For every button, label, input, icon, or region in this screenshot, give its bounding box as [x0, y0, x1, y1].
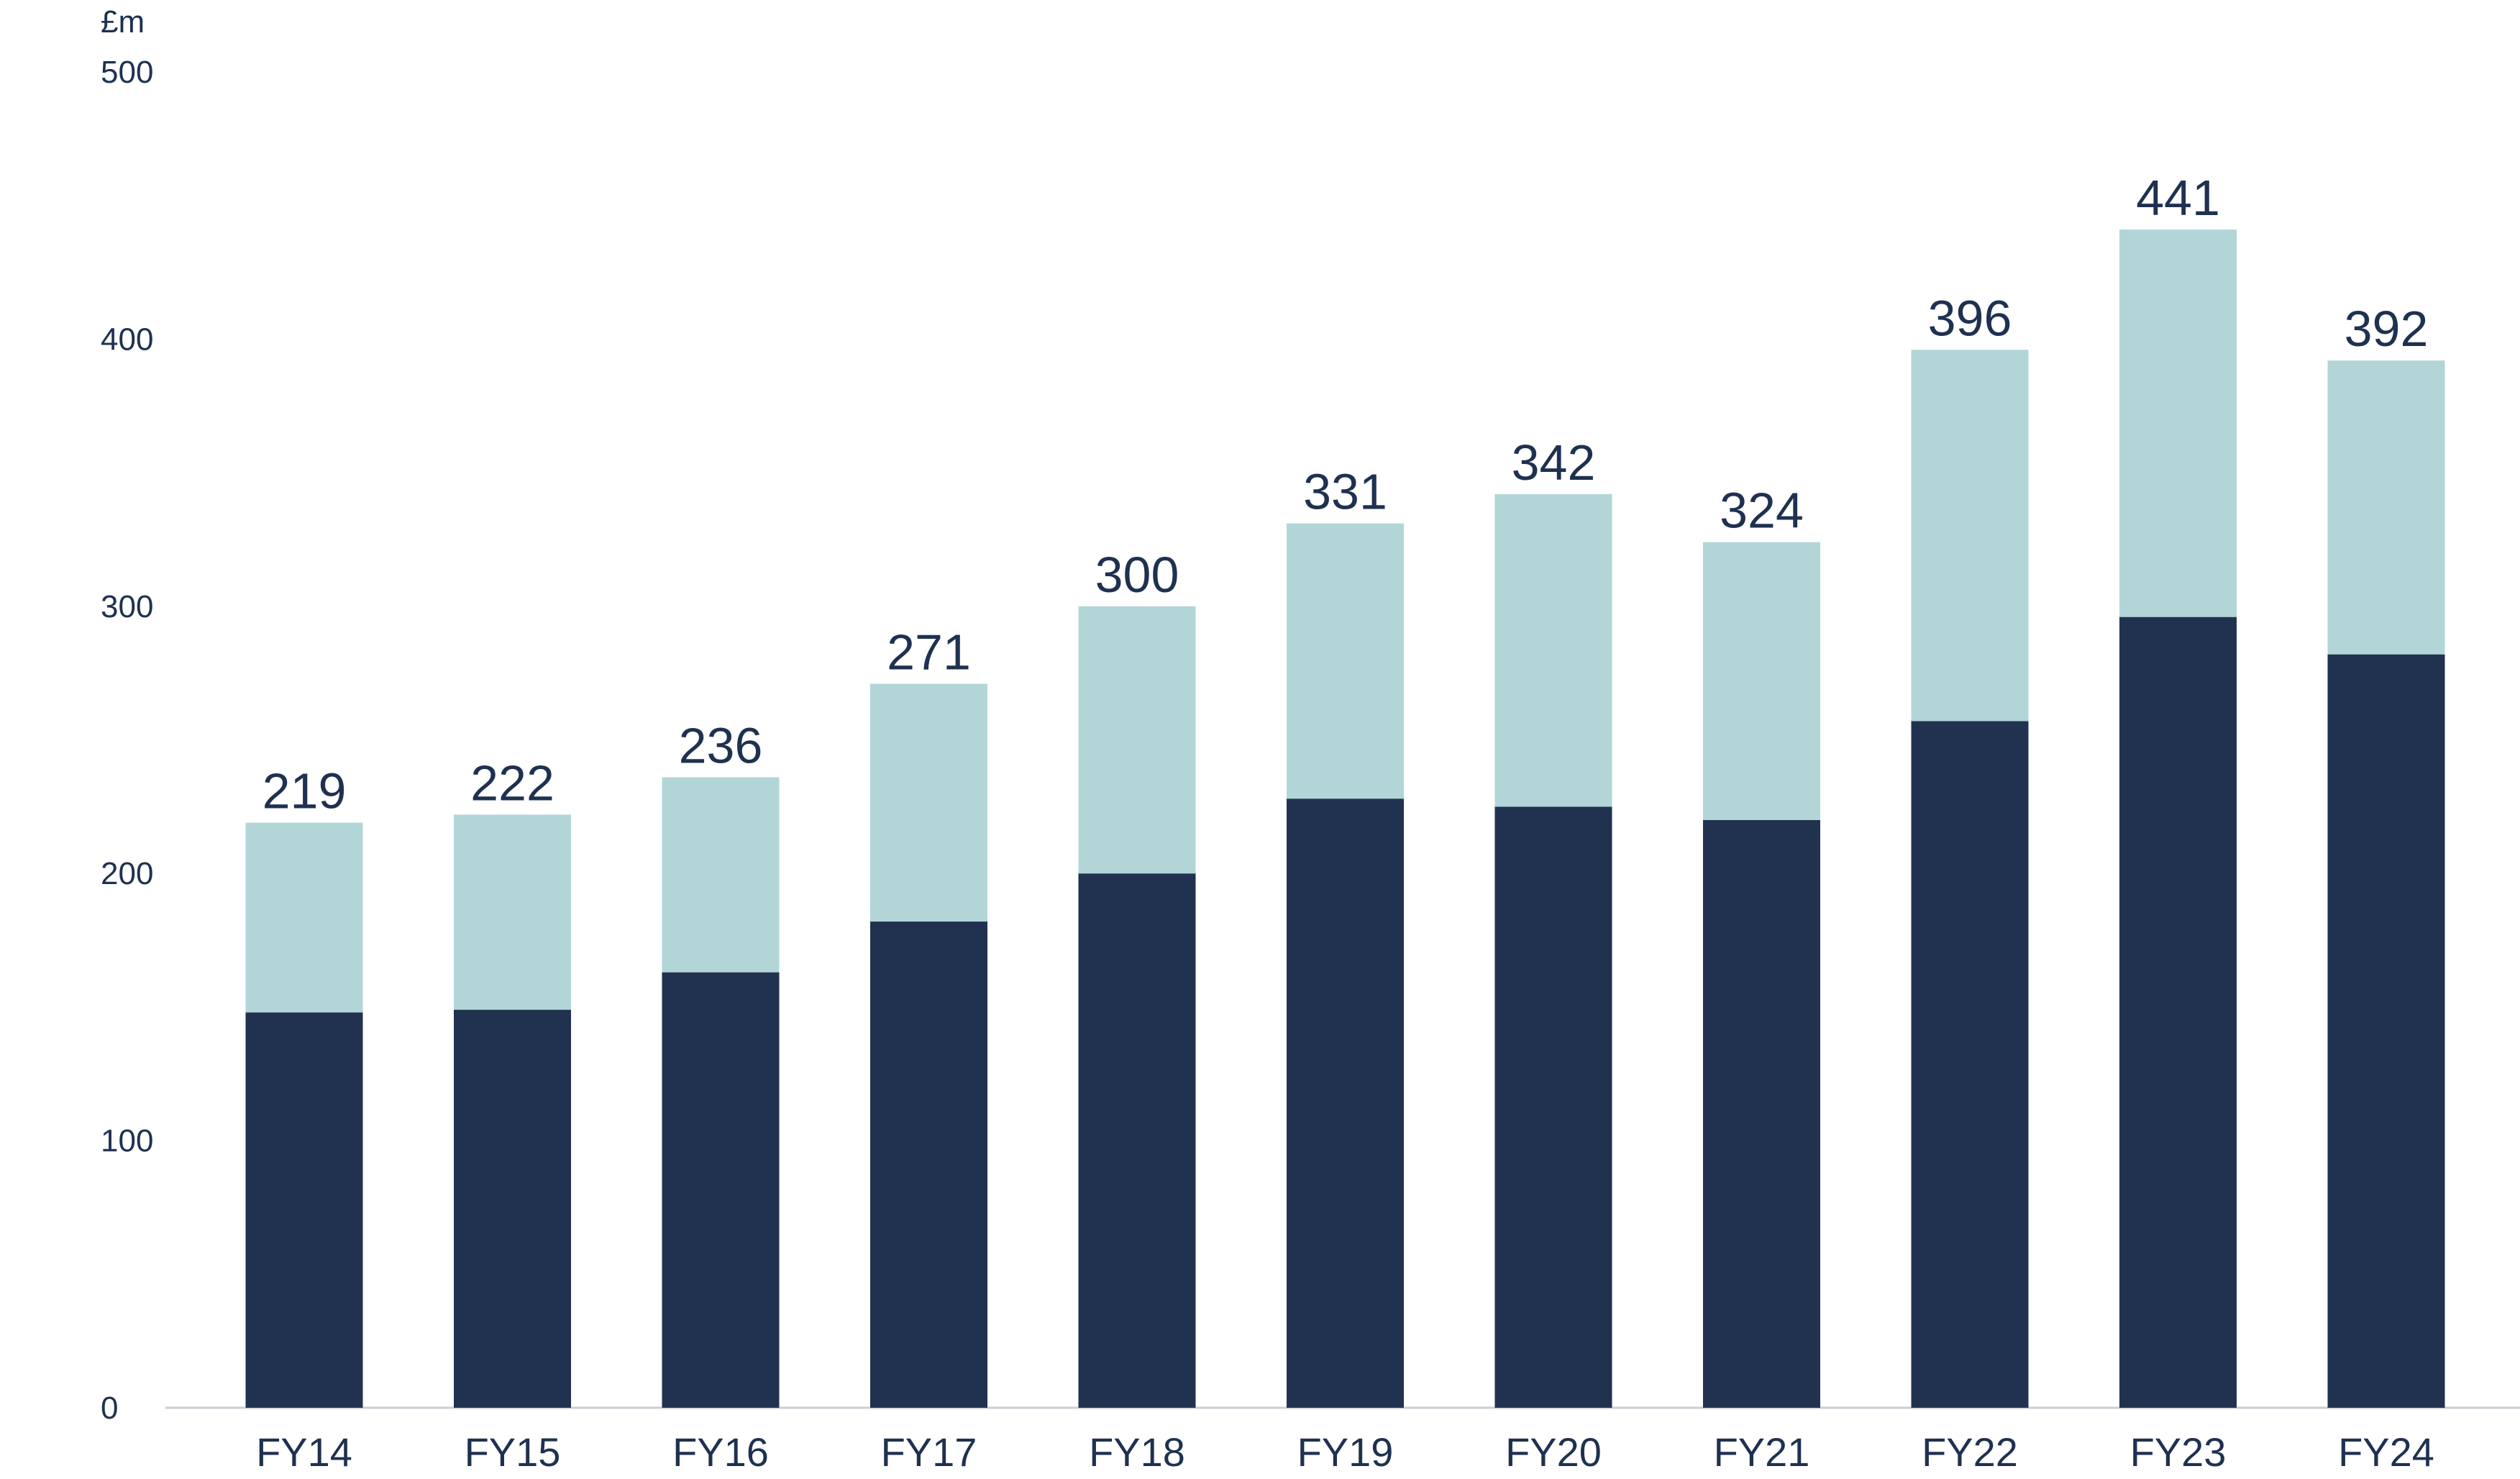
bar-total-label: 342: [1512, 434, 1596, 491]
bar-total-label: 396: [1928, 290, 2012, 346]
y-axis-ticks: 0 100 200 300 400 500: [101, 55, 153, 1426]
bar-segment-upper: [2327, 360, 2445, 655]
bar-segment-upper: [1287, 523, 1404, 799]
x-category-label: FY16: [672, 1429, 769, 1475]
x-category-label: FY15: [465, 1429, 561, 1475]
bar-total-label: 331: [1303, 464, 1387, 520]
bar-total-label: 219: [262, 763, 347, 819]
x-category-label: FY18: [1089, 1429, 1185, 1475]
y-tick-label: 500: [101, 55, 153, 90]
x-category-label: FY24: [2338, 1429, 2434, 1475]
bar-segment-upper: [245, 822, 363, 1013]
bar-segment-upper: [870, 683, 987, 922]
bar-segment-upper: [1078, 606, 1196, 874]
bar-segment-upper: [1494, 493, 1612, 807]
bar-segment-lower: [2327, 654, 2445, 1408]
bar-segment-lower: [1287, 798, 1404, 1408]
bar-segment-lower: [454, 1009, 571, 1408]
bars-group: [245, 229, 2445, 1408]
x-category-label: FY17: [881, 1429, 977, 1475]
bar-total-label: 392: [2345, 301, 2429, 357]
x-category-label: FY23: [2130, 1429, 2227, 1475]
bar-total-label: 300: [1095, 547, 1179, 603]
x-category-label: FY22: [1922, 1429, 2018, 1475]
bar-segment-lower: [2119, 616, 2237, 1408]
bar-segment-lower: [870, 921, 987, 1408]
bar-segment-lower: [1078, 873, 1196, 1408]
bar-segment-lower: [245, 1012, 363, 1408]
bar-total-label: 324: [1720, 483, 1804, 539]
bar-segment-lower: [662, 972, 780, 1408]
y-tick-label: 0: [101, 1391, 118, 1426]
bar-total-label: 441: [2136, 170, 2220, 226]
bar-segment-upper: [662, 777, 780, 973]
y-tick-label: 100: [101, 1124, 153, 1159]
bar-segment-upper: [1703, 542, 1820, 820]
bar-segment-upper: [454, 814, 571, 1010]
category-labels-group: FY14 FY15 FY16 FY17 FY18 FY19 FY20 FY21 FY22 FY23…: [256, 1429, 2434, 1475]
bar-total-label: 222: [470, 755, 554, 811]
total-labels-group: 219 222 236 271 300 331 342 324 396 441 392: [262, 170, 2429, 819]
y-axis-unit-label: £m: [101, 4, 145, 40]
x-category-label: FY21: [1714, 1429, 1810, 1475]
y-tick-label: 200: [101, 856, 153, 891]
x-category-label: FY14: [256, 1429, 352, 1475]
bar-segment-upper: [1911, 350, 2029, 722]
bar-segment-lower: [1911, 721, 2029, 1408]
bar-segment-lower: [1703, 819, 1820, 1408]
y-tick-label: 400: [101, 322, 153, 357]
bar-total-label: 271: [887, 624, 971, 681]
bar-segment-upper: [2119, 229, 2237, 617]
bar-total-label: 236: [679, 717, 763, 773]
y-tick-label: 300: [101, 589, 153, 624]
x-category-label: FY19: [1297, 1429, 1394, 1475]
x-category-label: FY20: [1505, 1429, 1602, 1475]
bar-segment-lower: [1494, 806, 1612, 1408]
